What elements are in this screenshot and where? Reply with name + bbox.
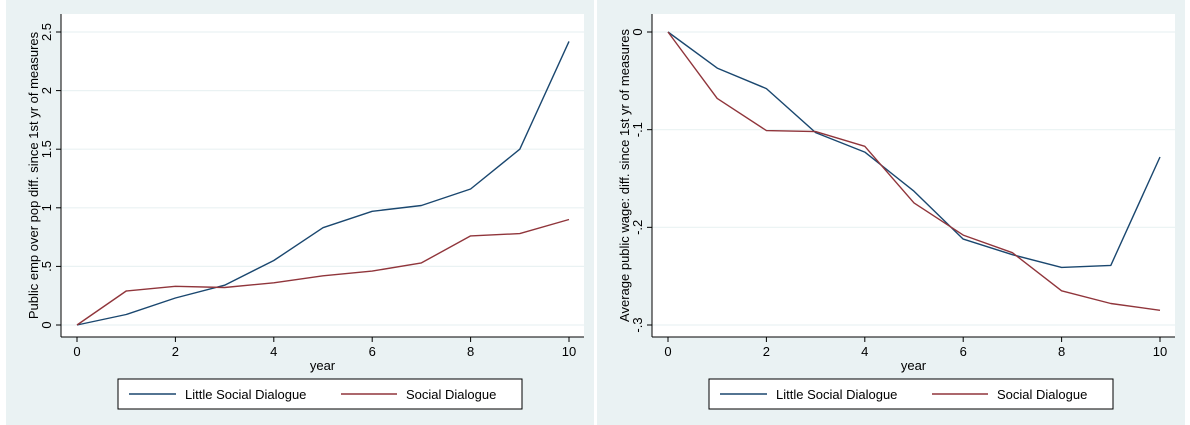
y-tick-label: 2.5: [39, 23, 54, 41]
plot-area: [61, 14, 584, 337]
y-axis-title: Public emp over pop diff. since 1st yr o…: [26, 31, 41, 319]
left-chart-svg: 0 .5 1 1.5 2 2.5 0 2 4 6 8 10 year Public emp over po…: [26, 14, 584, 410]
series-line-little-social-dialogue: [667, 31, 1161, 269]
left-chart-panel: 0 .5 1 1.5 2 2.5 0 2 4 6 8 10 year Public emp over po…: [6, 0, 594, 425]
y-tick-label: 0: [39, 321, 54, 328]
x-tick-label: 10: [1153, 344, 1167, 359]
legend-box: [708, 378, 1114, 410]
x-tick-label: 10: [562, 344, 576, 359]
x-tick-label: 8: [467, 344, 474, 359]
legend-box: [117, 378, 523, 410]
y-tick-label: -.2: [630, 220, 645, 235]
x-tick-label: 4: [861, 344, 868, 359]
right-chart-svg: -.3 -.2 -.1 0 0 2 4 6 8 10 year Average public wage…: [617, 14, 1175, 410]
y-axis-title: Average public wage: diff. since 1st yr …: [617, 29, 632, 322]
legend-label: Social Dialogue: [406, 387, 496, 402]
x-tick-label: 6: [960, 344, 967, 359]
x-tick-label: 8: [1058, 344, 1065, 359]
y-tick-label: -.3: [630, 317, 645, 332]
x-tick-label: 0: [664, 344, 671, 359]
y-tick-label: -.1: [630, 122, 645, 137]
series-line-little-social-dialogue: [76, 41, 570, 326]
legend-label: Little Social Dialogue: [776, 387, 897, 402]
x-tick-label: 2: [172, 344, 179, 359]
x-tick-label: 2: [763, 344, 770, 359]
x-axis-title: year: [310, 358, 336, 373]
right-chart-panel: -.3 -.2 -.1 0 0 2 4 6 8 10 year Average public wage…: [597, 0, 1185, 425]
plot-area: [652, 14, 1175, 337]
y-tick-label: 2: [39, 87, 54, 94]
y-tick-label: 1: [39, 204, 54, 211]
series-line-social-dialogue: [76, 218, 570, 326]
series-line-social-dialogue: [667, 31, 1161, 311]
x-tick-label: 0: [73, 344, 80, 359]
y-tick-label: 1.5: [39, 140, 54, 158]
y-tick-label: .5: [39, 261, 54, 272]
legend-label: Little Social Dialogue: [185, 387, 306, 402]
x-axis-title: year: [901, 358, 927, 373]
x-tick-label: 4: [270, 344, 277, 359]
x-tick-label: 6: [369, 344, 376, 359]
legend-label: Social Dialogue: [997, 387, 1087, 402]
y-tick-label: 0: [630, 28, 645, 35]
